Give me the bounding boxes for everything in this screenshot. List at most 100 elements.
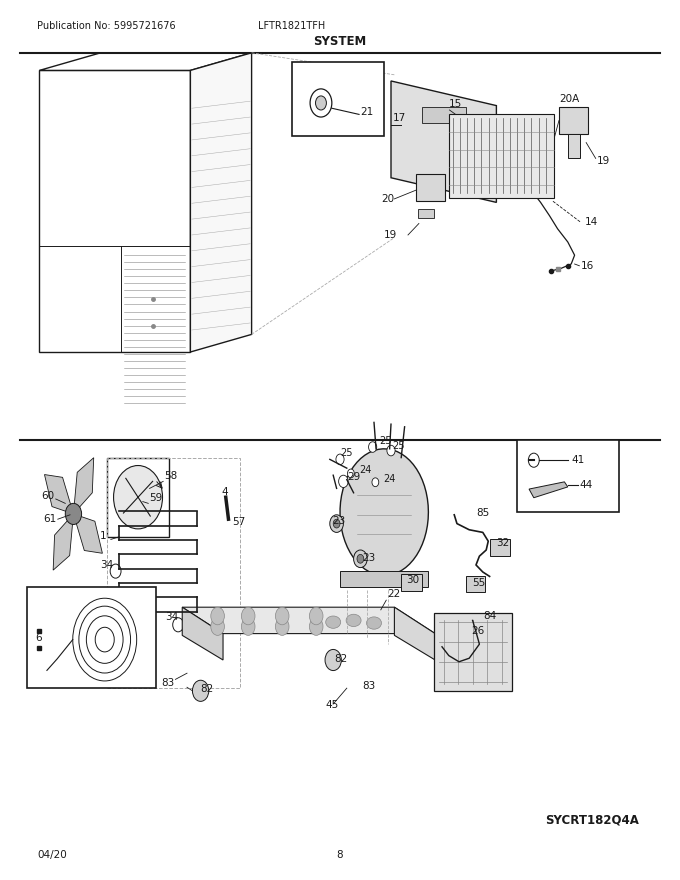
Polygon shape — [190, 53, 252, 352]
Text: 23: 23 — [332, 516, 345, 525]
Bar — [27, 587, 156, 688]
Polygon shape — [391, 81, 496, 202]
Circle shape — [310, 89, 332, 117]
Text: 41: 41 — [571, 455, 584, 466]
Circle shape — [339, 475, 348, 488]
Polygon shape — [39, 53, 252, 70]
Text: 60: 60 — [41, 491, 54, 501]
Bar — [568, 134, 580, 158]
Circle shape — [354, 550, 367, 568]
Circle shape — [316, 96, 326, 110]
Text: 55: 55 — [473, 578, 486, 588]
Text: 82: 82 — [201, 684, 214, 693]
Bar — [517, 440, 619, 512]
Text: 19: 19 — [597, 156, 610, 165]
Text: 34: 34 — [165, 612, 178, 621]
Text: 58: 58 — [165, 471, 177, 480]
Text: 15: 15 — [449, 99, 462, 109]
Circle shape — [336, 454, 344, 465]
Ellipse shape — [346, 614, 361, 627]
Text: 82: 82 — [335, 654, 347, 664]
Text: 24: 24 — [359, 466, 371, 475]
Ellipse shape — [326, 616, 341, 628]
Text: 85: 85 — [476, 508, 489, 517]
Text: 14: 14 — [585, 217, 598, 227]
Text: 20: 20 — [381, 194, 394, 204]
Text: 04/20: 04/20 — [37, 850, 67, 861]
Text: 17: 17 — [393, 114, 406, 123]
Polygon shape — [39, 70, 190, 352]
Text: SYCRT182Q4A: SYCRT182Q4A — [545, 814, 639, 826]
Text: 61: 61 — [43, 514, 56, 524]
Text: 25: 25 — [379, 436, 392, 446]
Text: SYSTEM: SYSTEM — [313, 35, 367, 48]
Bar — [490, 539, 510, 556]
Text: 24: 24 — [384, 474, 396, 484]
Text: 8: 8 — [337, 850, 343, 861]
Text: 20A: 20A — [560, 94, 580, 104]
Text: 29: 29 — [347, 472, 360, 481]
Text: 44: 44 — [579, 480, 592, 490]
Circle shape — [309, 618, 323, 635]
Ellipse shape — [367, 617, 381, 629]
Circle shape — [333, 519, 340, 528]
Bar — [422, 107, 466, 123]
Polygon shape — [340, 449, 428, 576]
Polygon shape — [529, 482, 568, 498]
Circle shape — [275, 607, 289, 625]
Text: 4: 4 — [222, 488, 228, 497]
Circle shape — [369, 442, 377, 452]
Bar — [559, 107, 588, 134]
Circle shape — [347, 469, 354, 478]
Text: 19: 19 — [384, 231, 397, 240]
Polygon shape — [182, 607, 435, 634]
Polygon shape — [418, 209, 434, 218]
Polygon shape — [394, 607, 435, 660]
Circle shape — [114, 466, 163, 529]
Circle shape — [241, 607, 255, 625]
Polygon shape — [73, 458, 94, 514]
Circle shape — [241, 618, 255, 635]
Bar — [292, 62, 384, 136]
Circle shape — [309, 607, 323, 625]
Text: 25: 25 — [340, 448, 352, 458]
Polygon shape — [73, 514, 103, 554]
Text: 16: 16 — [581, 261, 594, 271]
Text: 23: 23 — [362, 553, 375, 562]
Text: 57: 57 — [233, 517, 245, 527]
Text: 6: 6 — [35, 633, 42, 642]
Circle shape — [211, 618, 224, 635]
Circle shape — [275, 618, 289, 635]
Text: 84: 84 — [483, 611, 496, 620]
Bar — [434, 613, 512, 691]
Bar — [449, 114, 554, 198]
Circle shape — [110, 564, 121, 578]
Text: 32: 32 — [496, 538, 509, 547]
Bar — [416, 174, 445, 201]
Circle shape — [325, 649, 341, 671]
Polygon shape — [44, 474, 73, 514]
Text: 83: 83 — [362, 681, 375, 691]
Text: 30: 30 — [406, 575, 419, 584]
Polygon shape — [182, 607, 223, 660]
Bar — [340, 571, 428, 587]
Circle shape — [330, 515, 343, 532]
Text: 22: 22 — [388, 589, 401, 598]
Polygon shape — [53, 514, 73, 570]
Bar — [466, 576, 485, 592]
Bar — [107, 458, 169, 537]
Circle shape — [173, 618, 184, 632]
Circle shape — [211, 607, 224, 625]
Text: 25: 25 — [392, 441, 405, 451]
Circle shape — [357, 554, 364, 563]
Bar — [401, 574, 422, 591]
Text: Publication No: 5995721676: Publication No: 5995721676 — [37, 21, 176, 32]
Text: 59: 59 — [150, 493, 163, 502]
Text: 45: 45 — [325, 700, 338, 709]
Text: 83: 83 — [161, 678, 174, 687]
Circle shape — [65, 503, 82, 524]
Circle shape — [528, 453, 539, 467]
Circle shape — [192, 680, 209, 701]
Text: 21: 21 — [360, 106, 373, 117]
Circle shape — [387, 445, 395, 456]
